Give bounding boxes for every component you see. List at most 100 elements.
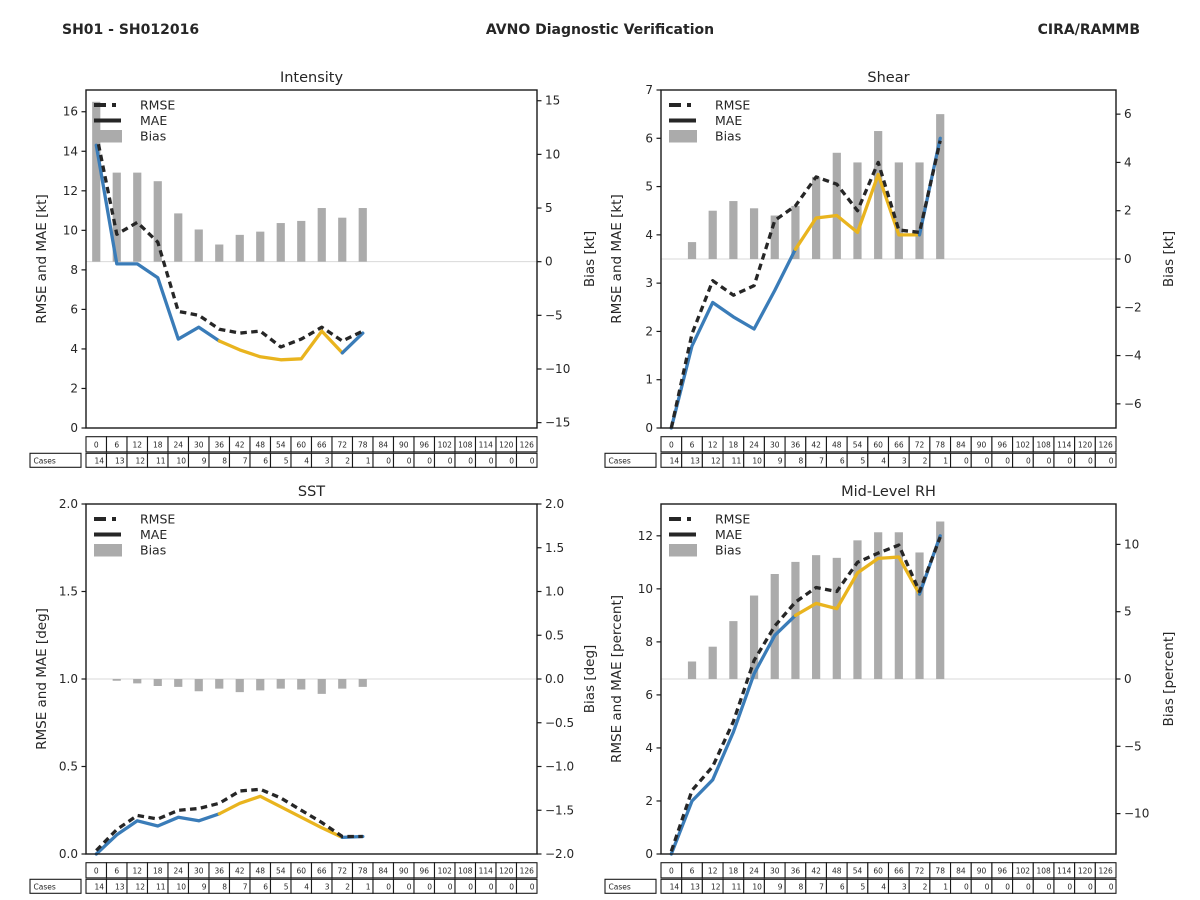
legend-label: Bias [715,129,741,144]
bias-bar [853,540,862,679]
bias-bar [235,679,244,693]
svg-text:90: 90 [399,440,409,449]
svg-text:2: 2 [70,381,78,395]
hour-cell [1094,436,1117,453]
svg-text:42: 42 [235,866,245,875]
svg-text:90: 90 [977,440,987,449]
svg-text:2: 2 [1124,204,1132,218]
cases-label-cell [29,878,82,894]
bias-bar [215,244,224,262]
svg-text:1.0: 1.0 [545,585,564,599]
bias-bar [791,561,800,679]
svg-text:0: 0 [1088,882,1093,891]
cases-label: Cases [609,456,631,465]
svg-text:108: 108 [458,440,473,449]
svg-text:96: 96 [997,866,1007,875]
cases-label: Cases [34,882,56,891]
svg-text:−5: −5 [1124,739,1142,753]
bias-bar [215,679,224,689]
rmse-line [669,536,942,852]
svg-text:8: 8 [798,456,803,465]
svg-text:5: 5 [545,201,553,215]
svg-text:2: 2 [345,456,350,465]
svg-text:13: 13 [115,456,125,465]
svg-text:11: 11 [732,882,742,891]
bias-bar [708,210,717,259]
svg-text:3: 3 [902,882,907,891]
svg-text:12: 12 [132,866,142,875]
right-axis: −10 −5 0 5 10 [1116,537,1149,821]
bias-bar [297,679,306,690]
bias-bar [276,223,285,262]
rmse-line [669,140,942,429]
svg-text:10: 10 [176,882,186,891]
bias-bars [92,101,367,262]
bias-bar [708,646,717,679]
svg-text:12: 12 [708,866,718,875]
legend-label: Bias [140,129,166,144]
mae-line [669,136,942,430]
svg-text:8: 8 [222,882,227,891]
bias-bar [687,661,697,679]
bias-bar [153,679,162,686]
cases-cell [1094,878,1117,894]
svg-text:12: 12 [711,882,721,891]
svg-text:0: 0 [1109,882,1114,891]
svg-text:18: 18 [153,440,163,449]
svg-text:84: 84 [378,866,388,875]
legend-label: MAE [715,113,742,128]
mae-segment-mae_recent [669,247,798,430]
svg-text:0: 0 [407,456,412,465]
svg-text:54: 54 [853,440,863,449]
svg-text:2: 2 [345,882,350,891]
svg-text:30: 30 [194,440,204,449]
legend-label: MAE [140,527,167,542]
right-axis-label: Bias [deg] [582,645,598,714]
svg-text:72: 72 [337,866,347,875]
bias-bar [133,172,142,262]
svg-text:60: 60 [873,866,883,875]
svg-text:10: 10 [545,147,560,161]
svg-text:9: 9 [778,456,783,465]
svg-text:126: 126 [1098,440,1113,449]
left-axis: 0 2 4 6 8 10 12 [638,529,661,861]
svg-text:0.5: 0.5 [545,628,564,642]
svg-text:16: 16 [63,105,78,119]
svg-text:54: 54 [276,866,286,875]
svg-text:14: 14 [670,456,680,465]
panel-title: SST [298,484,325,500]
bias-bar [936,521,945,679]
svg-text:0: 0 [1005,882,1010,891]
mae-segment-mae_recent [94,812,221,856]
mae-line [669,534,942,856]
svg-text:1.5: 1.5 [545,541,564,555]
svg-text:0: 0 [407,882,412,891]
svg-text:6: 6 [690,866,695,875]
svg-text:0: 0 [1109,456,1114,465]
svg-text:4: 4 [304,882,309,891]
svg-text:0: 0 [70,421,78,435]
bias-bar [297,220,306,262]
legend-label: MAE [715,527,742,542]
svg-text:−10: −10 [545,362,570,376]
legend-bias-sample [669,130,697,143]
svg-text:7: 7 [645,83,653,97]
svg-text:0: 0 [545,255,553,269]
left-axis-label: RMSE and MAE [percent] [609,595,625,763]
svg-text:0: 0 [530,456,535,465]
svg-text:90: 90 [977,866,987,875]
svg-text:0: 0 [1067,882,1072,891]
svg-text:36: 36 [791,440,801,449]
svg-text:12: 12 [708,440,718,449]
svg-text:4: 4 [645,228,653,242]
svg-text:−0.5: −0.5 [545,716,574,730]
svg-text:12: 12 [63,184,78,198]
svg-text:78: 78 [358,866,368,875]
svg-text:−5: −5 [545,308,563,322]
legend-bias-sample [94,544,122,557]
bias-bar [791,205,800,259]
bias-bar [358,679,367,687]
